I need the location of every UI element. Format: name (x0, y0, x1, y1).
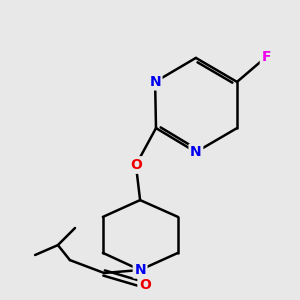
Text: N: N (190, 145, 202, 159)
Text: O: O (139, 278, 151, 292)
Text: F: F (261, 50, 271, 64)
Text: O: O (130, 158, 142, 172)
Text: N: N (134, 263, 146, 277)
Text: O: O (130, 158, 142, 172)
Text: N: N (149, 75, 161, 89)
